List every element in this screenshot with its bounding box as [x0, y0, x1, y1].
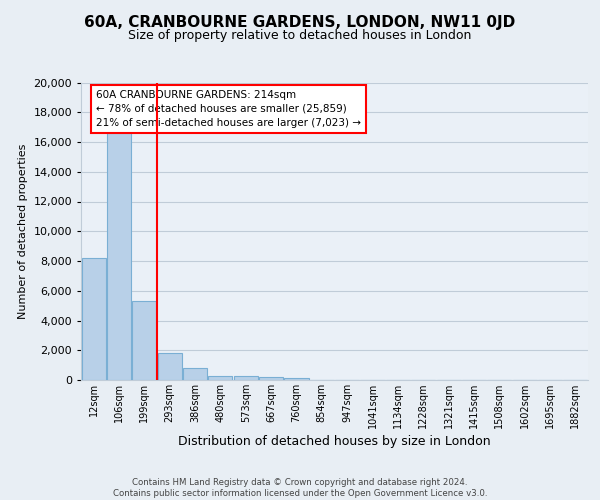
- Bar: [107, 133, 131, 380]
- Bar: [234, 376, 258, 380]
- Bar: [208, 376, 232, 380]
- Text: Contains HM Land Registry data © Crown copyright and database right 2024.
Contai: Contains HM Land Registry data © Crown c…: [113, 478, 487, 498]
- X-axis label: Distribution of detached houses by size in London: Distribution of detached houses by size …: [178, 435, 491, 448]
- Bar: [284, 378, 308, 380]
- Bar: [133, 301, 157, 380]
- Bar: [158, 353, 182, 380]
- Y-axis label: Number of detached properties: Number of detached properties: [18, 144, 28, 319]
- Text: 60A, CRANBOURNE GARDENS, LONDON, NW11 0JD: 60A, CRANBOURNE GARDENS, LONDON, NW11 0J…: [85, 15, 515, 30]
- Bar: [259, 377, 283, 380]
- Text: Size of property relative to detached houses in London: Size of property relative to detached ho…: [128, 29, 472, 42]
- Bar: [82, 258, 106, 380]
- Bar: [183, 368, 207, 380]
- Text: 60A CRANBOURNE GARDENS: 214sqm
← 78% of detached houses are smaller (25,859)
21%: 60A CRANBOURNE GARDENS: 214sqm ← 78% of …: [96, 90, 361, 128]
